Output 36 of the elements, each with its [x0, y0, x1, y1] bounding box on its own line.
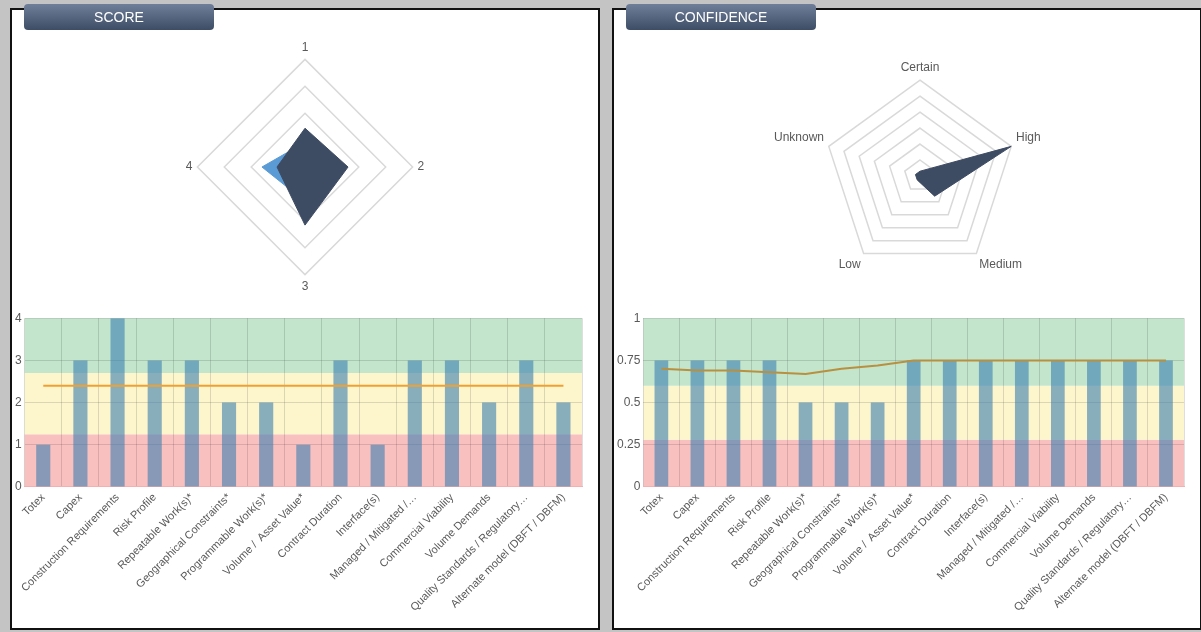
spoke-label: High [1015, 129, 1041, 144]
chart-title: SCORE [24, 4, 214, 30]
bar [407, 360, 422, 487]
y-tick-label: 0 [633, 479, 641, 494]
y-tick-label: 0.25 [617, 437, 641, 452]
bar [259, 402, 274, 487]
spoke-label: Medium [979, 257, 1022, 272]
y-tick-label: 2 [14, 394, 22, 409]
bar [147, 360, 162, 487]
spoke-label: 2 [417, 159, 425, 174]
y-tick-label: 3 [14, 352, 22, 367]
bar [36, 444, 51, 487]
bar [370, 444, 385, 487]
y-tick-label: 0.5 [623, 394, 641, 409]
spoke-label: Certain [900, 60, 940, 75]
spoke-label: 3 [301, 279, 309, 294]
spoke-label: 1 [301, 39, 309, 54]
bar [333, 360, 348, 487]
bar [110, 318, 125, 487]
bar [519, 360, 534, 487]
y-tick-label: 0.75 [617, 352, 641, 367]
y-tick-label: 4 [14, 310, 22, 325]
spoke-label: Unknown [774, 129, 825, 144]
spoke-label: Low [838, 257, 862, 272]
bar [73, 360, 88, 487]
y-tick-label: 0 [14, 479, 22, 494]
chart-title: CONFIDENCE [626, 4, 816, 30]
bar [444, 360, 460, 487]
bar [296, 444, 311, 487]
y-tick-label: 1 [14, 437, 22, 452]
bar [556, 402, 571, 487]
bar [482, 402, 497, 487]
y-tick-label: 1 [633, 310, 641, 325]
bar [221, 402, 237, 487]
spoke-label: 4 [185, 159, 193, 174]
bar [184, 360, 199, 487]
